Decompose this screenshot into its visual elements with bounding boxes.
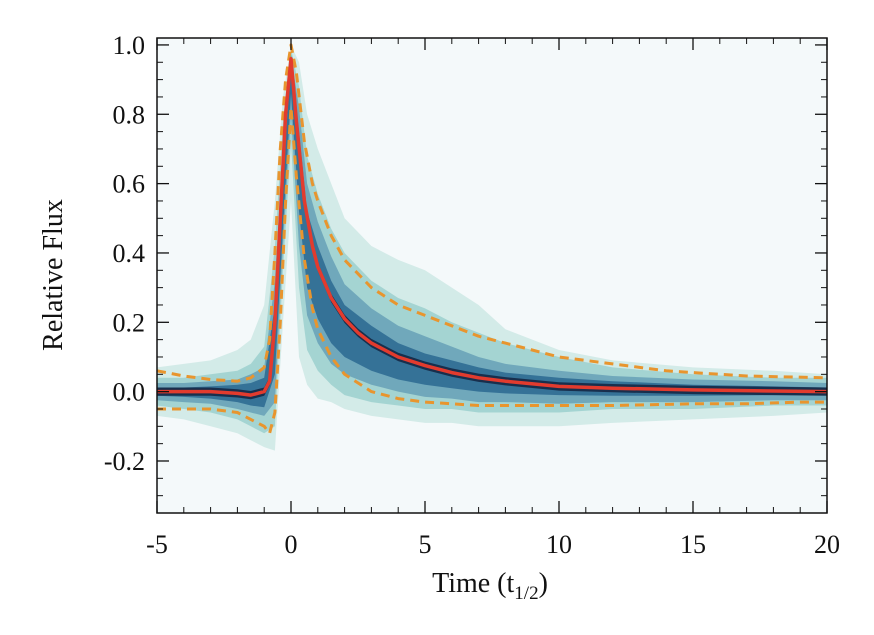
x-axis-label-close: ) — [539, 568, 548, 599]
y-tick-label: 0.8 — [113, 100, 146, 129]
y-tick-label: 0.4 — [113, 239, 146, 268]
x-axis-label-main: Time (t — [432, 568, 514, 599]
ticks-layer — [156, 38, 828, 513]
x-tick-label: 10 — [546, 530, 572, 559]
tick-labels-layer: -5 0 5 10 15 20 -0.2 0.0 0.2 0.4 0.6 0.8 1.0 — [104, 31, 840, 559]
y-tick-label: 0.0 — [113, 378, 146, 407]
density-layer — [157, 44, 827, 451]
x-axis-label: Time (t1/2) — [432, 568, 548, 604]
lines-layer — [157, 43, 827, 435]
y-tick-label: 0.6 — [113, 170, 146, 199]
x-tick-label: 15 — [680, 530, 706, 559]
x-axis-label-sub: 1/2 — [514, 583, 538, 604]
upper-envelope-line — [157, 43, 827, 383]
x-tick-label: 20 — [814, 530, 840, 559]
x-tick-label: -5 — [146, 530, 168, 559]
lower-envelope-line — [157, 105, 827, 435]
plot-frame — [156, 37, 828, 514]
y-tick-label: -0.2 — [104, 447, 145, 476]
x-tick-label: 0 — [285, 530, 298, 559]
x-tick-label: 5 — [419, 530, 432, 559]
density-band-core — [157, 62, 827, 408]
y-tick-label: 0.2 — [113, 308, 146, 337]
median-line — [157, 57, 827, 397]
y-tick-label: 1.0 — [113, 31, 146, 60]
y-axis-label: Relative Flux — [38, 199, 69, 351]
